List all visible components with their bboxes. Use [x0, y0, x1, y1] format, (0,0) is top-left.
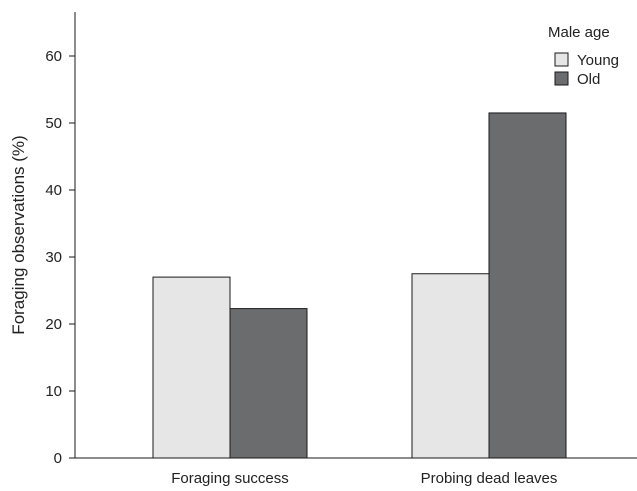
legend-swatch-old [554, 71, 569, 86]
bar-old-1 [229, 308, 308, 459]
legend-title: Male age [548, 24, 610, 41]
y-tick-label: 10 [45, 383, 62, 400]
bars [152, 112, 567, 459]
x-axis-labels: Foraging success Probing dead leaves [171, 470, 557, 487]
bar-young-1 [152, 276, 231, 459]
x-tick-label: Foraging success [171, 470, 289, 487]
y-tick-label: 40 [45, 182, 62, 199]
y-tick-label: 50 [45, 115, 62, 132]
y-axis-title: Foraging observations (%) [9, 135, 28, 334]
y-tick-label: 0 [54, 450, 62, 467]
y-axis-ticks: 0 10 20 30 40 50 60 [45, 48, 75, 467]
legend-label-old: Old [577, 71, 600, 88]
legend-items: Young Old [554, 52, 619, 88]
y-tick-label: 20 [45, 316, 62, 333]
legend-label-young: Young [577, 52, 619, 69]
legend-swatch-young [554, 52, 569, 67]
y-tick-label: 60 [45, 48, 62, 65]
bar-young-2 [411, 273, 490, 459]
y-tick-label: 30 [45, 249, 62, 266]
bar-old-2 [488, 112, 567, 459]
x-tick-label: Probing dead leaves [421, 470, 558, 487]
legend: Male age Young Old [548, 24, 619, 88]
